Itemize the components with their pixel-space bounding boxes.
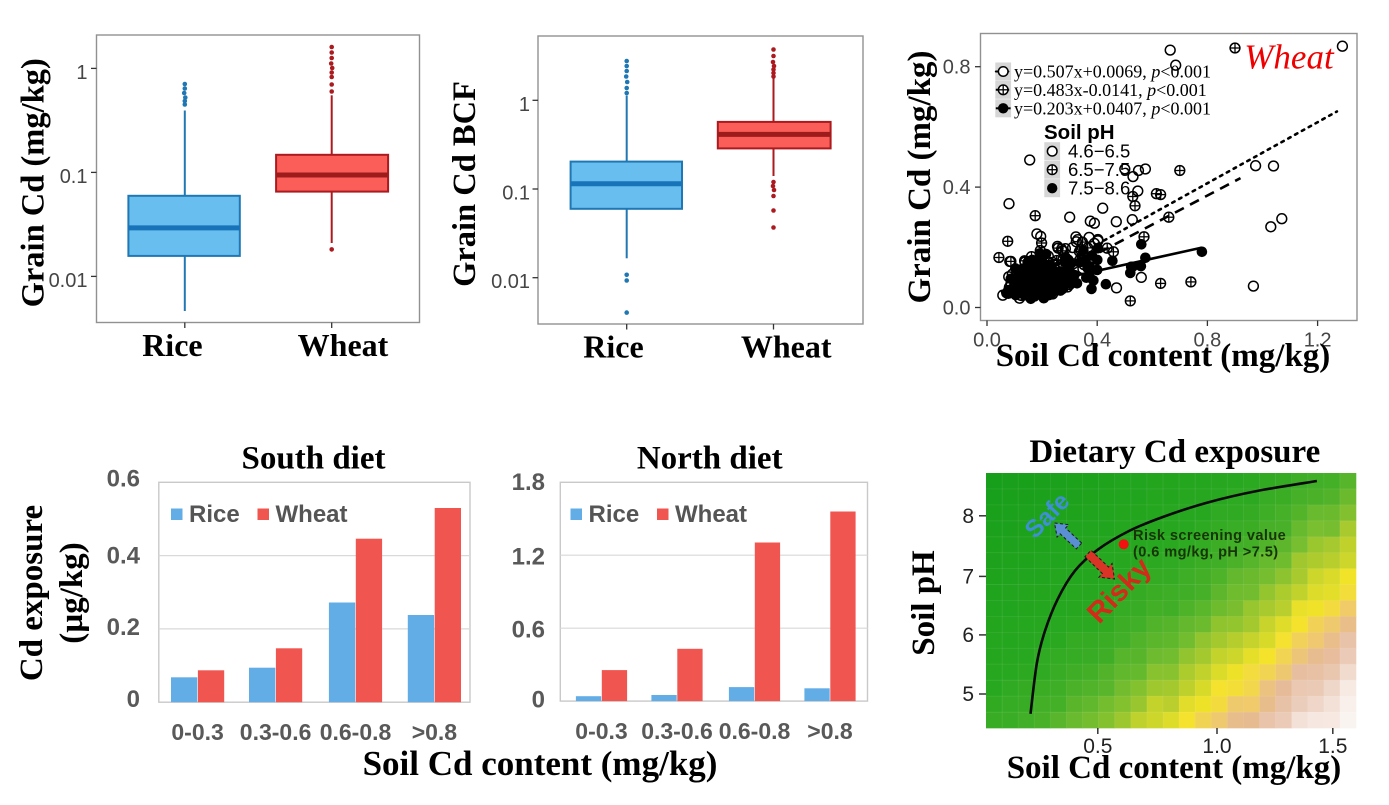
svg-text:0.4: 0.4: [943, 177, 971, 199]
svg-text:5: 5: [962, 683, 974, 706]
svg-text:South diet: South diet: [242, 440, 386, 476]
svg-text:Dietary Cd exposure: Dietary Cd exposure: [1029, 434, 1320, 470]
svg-text:4.6−6.5: 4.6−6.5: [1068, 141, 1130, 162]
svg-text:0: 0: [532, 687, 545, 714]
svg-text:Soil pH: Soil pH: [1044, 121, 1115, 144]
svg-text:y=0.483x-0.0141, p<0.001: y=0.483x-0.0141, p<0.001: [1014, 80, 1207, 100]
svg-text:0.8: 0.8: [1193, 330, 1221, 352]
svg-text:0.3-0.6: 0.3-0.6: [641, 718, 713, 744]
svg-text:0.4: 0.4: [107, 543, 141, 570]
svg-text:Grain Cd (mg/kg): Grain Cd (mg/kg): [902, 50, 938, 303]
svg-text:0.01: 0.01: [49, 270, 88, 292]
svg-text:1.0: 1.0: [1202, 735, 1231, 758]
svg-text:0.0: 0.0: [943, 298, 971, 320]
svg-text:0-0.3: 0-0.3: [171, 719, 223, 745]
svg-text:0.6: 0.6: [512, 617, 545, 644]
svg-text:1: 1: [519, 94, 530, 116]
svg-text:Risk screening value: Risk screening value: [1133, 528, 1286, 544]
svg-text:0.2: 0.2: [107, 614, 140, 641]
svg-text:0.3-0.6: 0.3-0.6: [240, 719, 312, 745]
svg-text:Rice: Rice: [189, 501, 240, 528]
svg-text:North diet: North diet: [637, 440, 783, 476]
svg-text:Soil Cd content (mg/kg): Soil Cd content (mg/kg): [363, 744, 718, 783]
svg-text:Wheat: Wheat: [298, 327, 389, 363]
svg-text:1.8: 1.8: [512, 469, 545, 496]
svg-text:0.0: 0.0: [973, 330, 1001, 352]
svg-text:Soil Cd content (mg/kg): Soil Cd content (mg/kg): [996, 338, 1331, 374]
svg-text:0.8: 0.8: [943, 57, 971, 79]
svg-text:1.2: 1.2: [1304, 330, 1332, 352]
svg-text:7.5−8.6: 7.5−8.6: [1068, 178, 1130, 199]
svg-text:(0.6 mg/kg, pH >7.5): (0.6 mg/kg, pH >7.5): [1133, 545, 1278, 561]
svg-text:0.5: 0.5: [1083, 735, 1112, 758]
svg-text:y=0.507x+0.0069, p<0.001: y=0.507x+0.0069, p<0.001: [1014, 62, 1211, 82]
svg-text:Grain Cd BCF: Grain Cd BCF: [447, 81, 483, 287]
svg-text:0.6-0.8: 0.6-0.8: [320, 719, 392, 745]
svg-text:Rice: Rice: [583, 329, 643, 365]
svg-text:6.5−7.5: 6.5−7.5: [1068, 159, 1130, 180]
svg-text:0.6: 0.6: [107, 465, 140, 492]
svg-text:Soil pH: Soil pH: [906, 550, 942, 656]
svg-text:Wheat: Wheat: [276, 501, 348, 528]
svg-text:0.1: 0.1: [502, 183, 530, 205]
svg-text:0.1: 0.1: [60, 166, 88, 188]
svg-text:0.4: 0.4: [1083, 330, 1111, 352]
svg-text:1.2: 1.2: [512, 544, 545, 571]
svg-text:Soil Cd content (mg/kg): Soil Cd content (mg/kg): [1007, 750, 1342, 786]
svg-text:y=0.203x+0.0407, p<0.001: y=0.203x+0.0407, p<0.001: [1014, 98, 1211, 118]
svg-text:6: 6: [962, 624, 974, 647]
svg-text:1: 1: [76, 62, 87, 84]
svg-text:1.5: 1.5: [1318, 735, 1347, 758]
svg-text:Wheat: Wheat: [741, 329, 832, 365]
svg-text:>0.8: >0.8: [807, 718, 853, 744]
svg-text:Grain Cd (mg/kg): Grain Cd (mg/kg): [16, 58, 52, 307]
svg-text:Rice: Rice: [142, 327, 202, 363]
svg-text:0.01: 0.01: [491, 271, 530, 293]
svg-text:8: 8: [962, 505, 974, 528]
svg-text:7: 7: [962, 565, 974, 588]
svg-text:>0.8: >0.8: [412, 719, 458, 745]
svg-text:Cd exposure(µg/kg): Cd exposure (µg/kg): [14, 505, 90, 681]
svg-text:0-0.3: 0-0.3: [575, 718, 627, 744]
svg-text:0.6-0.8: 0.6-0.8: [719, 718, 791, 744]
svg-text:Wheat: Wheat: [675, 501, 747, 528]
svg-text:Rice: Rice: [589, 501, 640, 528]
svg-text:0: 0: [127, 686, 140, 713]
svg-text:Wheat: Wheat: [1244, 38, 1335, 77]
